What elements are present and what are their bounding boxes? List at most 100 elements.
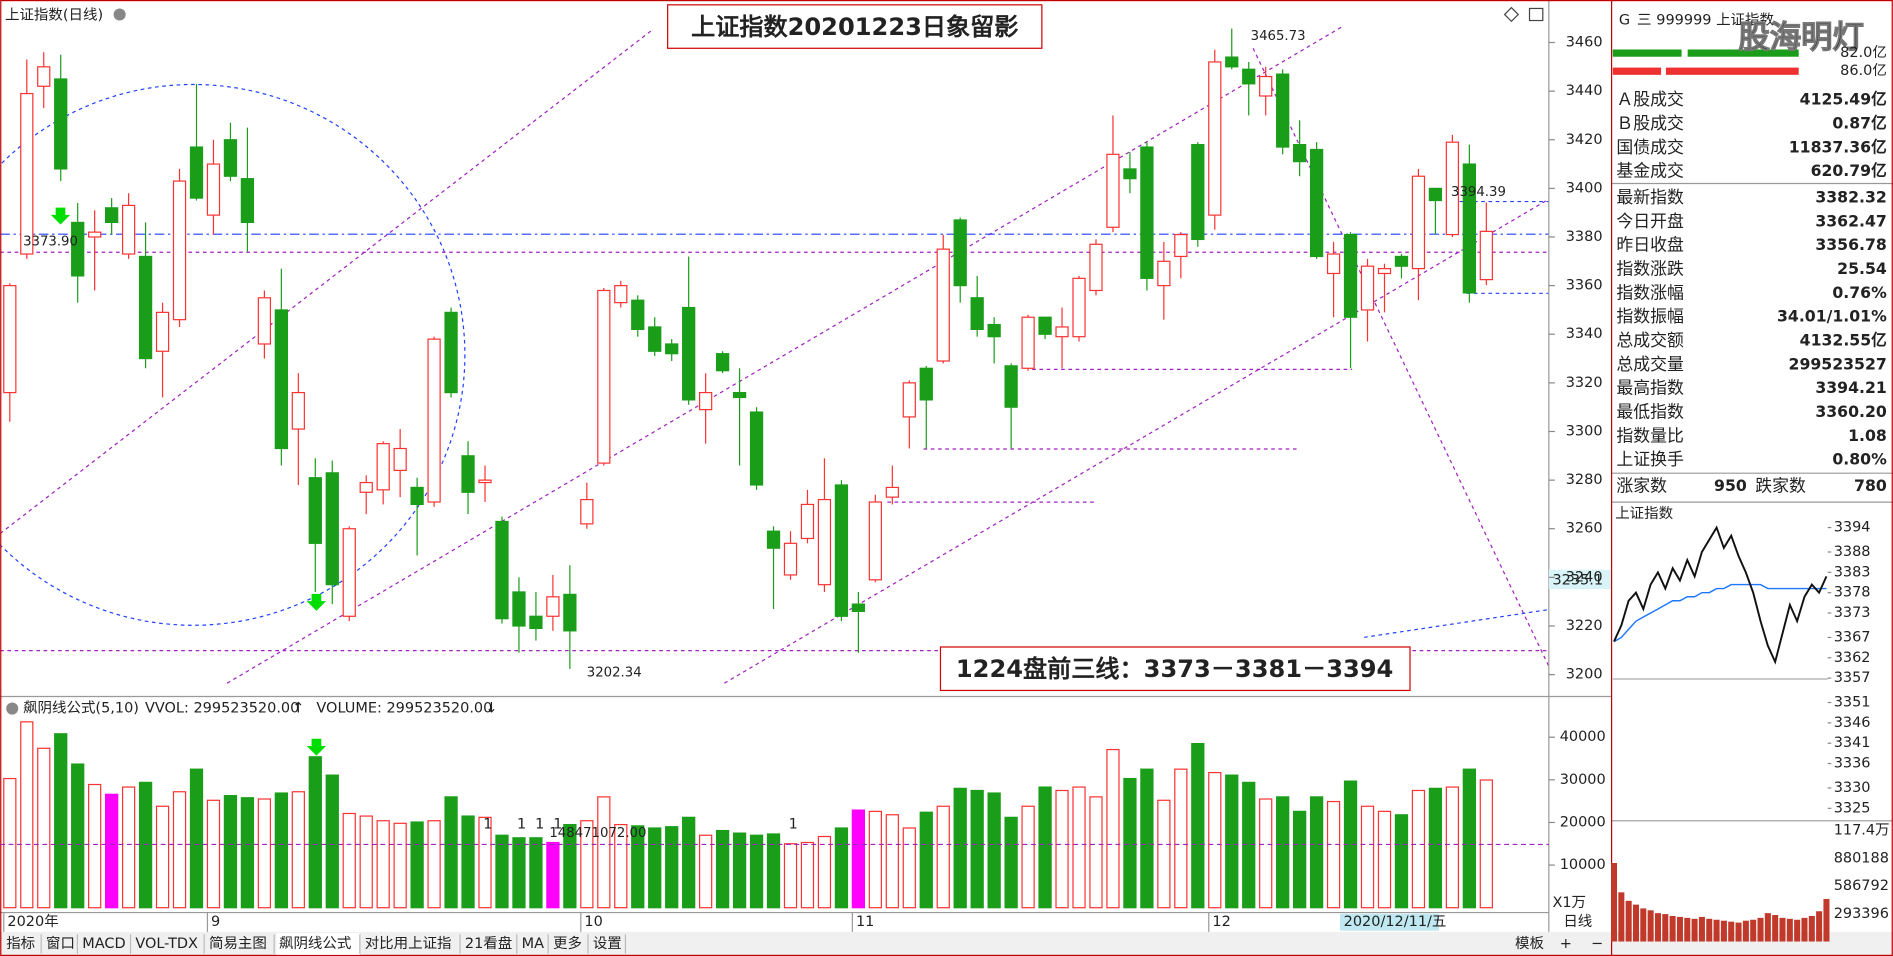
candle-body bbox=[1072, 277, 1086, 338]
intraday-volume-bar bbox=[1750, 919, 1757, 942]
tab[interactable]: 更多 bbox=[553, 935, 582, 952]
y-tick-label: 3388 bbox=[1834, 544, 1871, 560]
indicator-value: VOLUME: 299523520.00 bbox=[316, 701, 492, 717]
candle-body bbox=[1259, 75, 1273, 97]
tab[interactable]: 设置 bbox=[593, 935, 622, 952]
y-tick-label: 293396 bbox=[1834, 906, 1889, 922]
flow-bar bbox=[1687, 49, 1799, 57]
volume-bar bbox=[342, 812, 356, 909]
row-value: 0.76% bbox=[1832, 283, 1887, 302]
volume-bar bbox=[1089, 796, 1103, 909]
signal-label: 1 bbox=[483, 816, 492, 832]
signal-label: 1 bbox=[553, 816, 562, 832]
volume-bar bbox=[20, 721, 34, 909]
breadth-label: 涨家数 bbox=[1616, 475, 1667, 495]
volume-bar bbox=[1106, 748, 1120, 909]
title-box bbox=[667, 4, 1043, 49]
candle-body bbox=[1462, 163, 1476, 294]
unit-label: X1万 bbox=[1552, 895, 1586, 911]
x-tick-label: 2020年 bbox=[7, 913, 58, 930]
tool-button[interactable]: − bbox=[1591, 936, 1603, 952]
menu-icon[interactable] bbox=[113, 8, 126, 21]
candle-body bbox=[580, 498, 594, 525]
reference-label: 148471072.00 bbox=[549, 826, 646, 841]
intraday-volume-bar bbox=[1816, 911, 1823, 942]
row-value: 620.79亿 bbox=[1811, 161, 1888, 180]
tab[interactable]: VOL-TDX bbox=[135, 936, 198, 952]
candle-body bbox=[1242, 68, 1256, 85]
row-value: 1.08 bbox=[1848, 426, 1887, 445]
x-tick-label: 9 bbox=[211, 914, 220, 930]
cursor-date: 2020/12/11/五 bbox=[1344, 914, 1447, 930]
intraday-volume-bar bbox=[1632, 904, 1640, 942]
tab[interactable]: MA bbox=[522, 936, 544, 952]
row-label: 国债成交 bbox=[1616, 137, 1684, 157]
volume-bar bbox=[1191, 742, 1205, 909]
tab[interactable]: 窗口 bbox=[46, 934, 75, 952]
intraday-volume-bar bbox=[1823, 898, 1830, 942]
tab[interactable]: 对比用上证指 bbox=[365, 935, 452, 952]
icon[interactable] bbox=[1503, 6, 1520, 23]
watermark: 股海明灯 bbox=[1738, 20, 1864, 56]
intraday-volume-bar bbox=[1801, 917, 1808, 942]
y-tick-label: 3300 bbox=[1566, 423, 1603, 439]
candle-body bbox=[936, 248, 950, 362]
icon[interactable] bbox=[1528, 7, 1544, 22]
volume-bar bbox=[376, 820, 390, 909]
candle-body bbox=[155, 311, 170, 352]
candle-body bbox=[274, 309, 288, 450]
tool-button[interactable]: + bbox=[1560, 936, 1572, 952]
candle-body bbox=[902, 382, 916, 418]
y-tick-label: 3340 bbox=[1566, 326, 1603, 342]
volume-bar bbox=[648, 827, 662, 909]
x-tick-label: 10 bbox=[584, 914, 602, 930]
arrow bbox=[306, 738, 327, 756]
candle-body bbox=[376, 443, 390, 491]
candle-body bbox=[359, 481, 373, 493]
tab[interactable]: 指标 bbox=[6, 935, 35, 952]
trend-line bbox=[1364, 608, 1549, 638]
candle-body bbox=[1479, 230, 1493, 281]
volume-bar bbox=[546, 841, 560, 909]
volume-bar bbox=[240, 797, 255, 909]
candle-body bbox=[749, 411, 764, 486]
y-tick-label: 3362 bbox=[1834, 650, 1871, 666]
menu-icon[interactable] bbox=[6, 702, 19, 715]
volume-bar bbox=[88, 783, 102, 909]
tab[interactable]: 简易主图 bbox=[209, 935, 267, 952]
price-label: 3394.39 bbox=[1451, 185, 1506, 200]
volume-bar bbox=[885, 814, 899, 909]
breadth-value: 780 bbox=[1854, 476, 1887, 495]
volume-bar bbox=[189, 768, 204, 909]
volume-bar bbox=[410, 821, 424, 909]
tab[interactable]: 21看盘 bbox=[465, 934, 512, 952]
intraday-volume-bar bbox=[1764, 913, 1771, 942]
tool-button[interactable]: 模板 bbox=[1515, 934, 1544, 952]
volume-bar bbox=[138, 781, 153, 909]
intraday-volume-bar bbox=[1698, 916, 1705, 942]
candle-body bbox=[512, 591, 526, 627]
candle-body bbox=[1394, 255, 1409, 267]
candle-body bbox=[1377, 268, 1392, 275]
row-value: 4125.49亿 bbox=[1800, 90, 1887, 109]
tab[interactable]: 飙阴线公式 bbox=[279, 935, 351, 952]
candle-body bbox=[325, 472, 339, 586]
candle-body bbox=[37, 66, 51, 87]
volume-bar bbox=[1360, 805, 1375, 909]
volume-bar bbox=[1123, 777, 1137, 909]
tab[interactable]: MACD bbox=[82, 936, 125, 952]
window-title: 上证指数(日线) bbox=[5, 7, 103, 24]
y-tick-label: 3460 bbox=[1566, 35, 1603, 51]
menu[interactable]: 三 bbox=[1637, 13, 1651, 29]
candle-body bbox=[1038, 316, 1052, 335]
volume-bar bbox=[1055, 789, 1069, 909]
volume-bar bbox=[834, 827, 849, 909]
volume-bar bbox=[461, 815, 475, 909]
intraday-volume-bar bbox=[1669, 915, 1676, 942]
y-tick-label: 3373 bbox=[1834, 605, 1871, 621]
y-tick-label: 3240 bbox=[1566, 569, 1603, 585]
candle-body bbox=[393, 447, 407, 471]
price-label: 3202.34 bbox=[587, 665, 642, 680]
volume-bar bbox=[1174, 768, 1188, 909]
